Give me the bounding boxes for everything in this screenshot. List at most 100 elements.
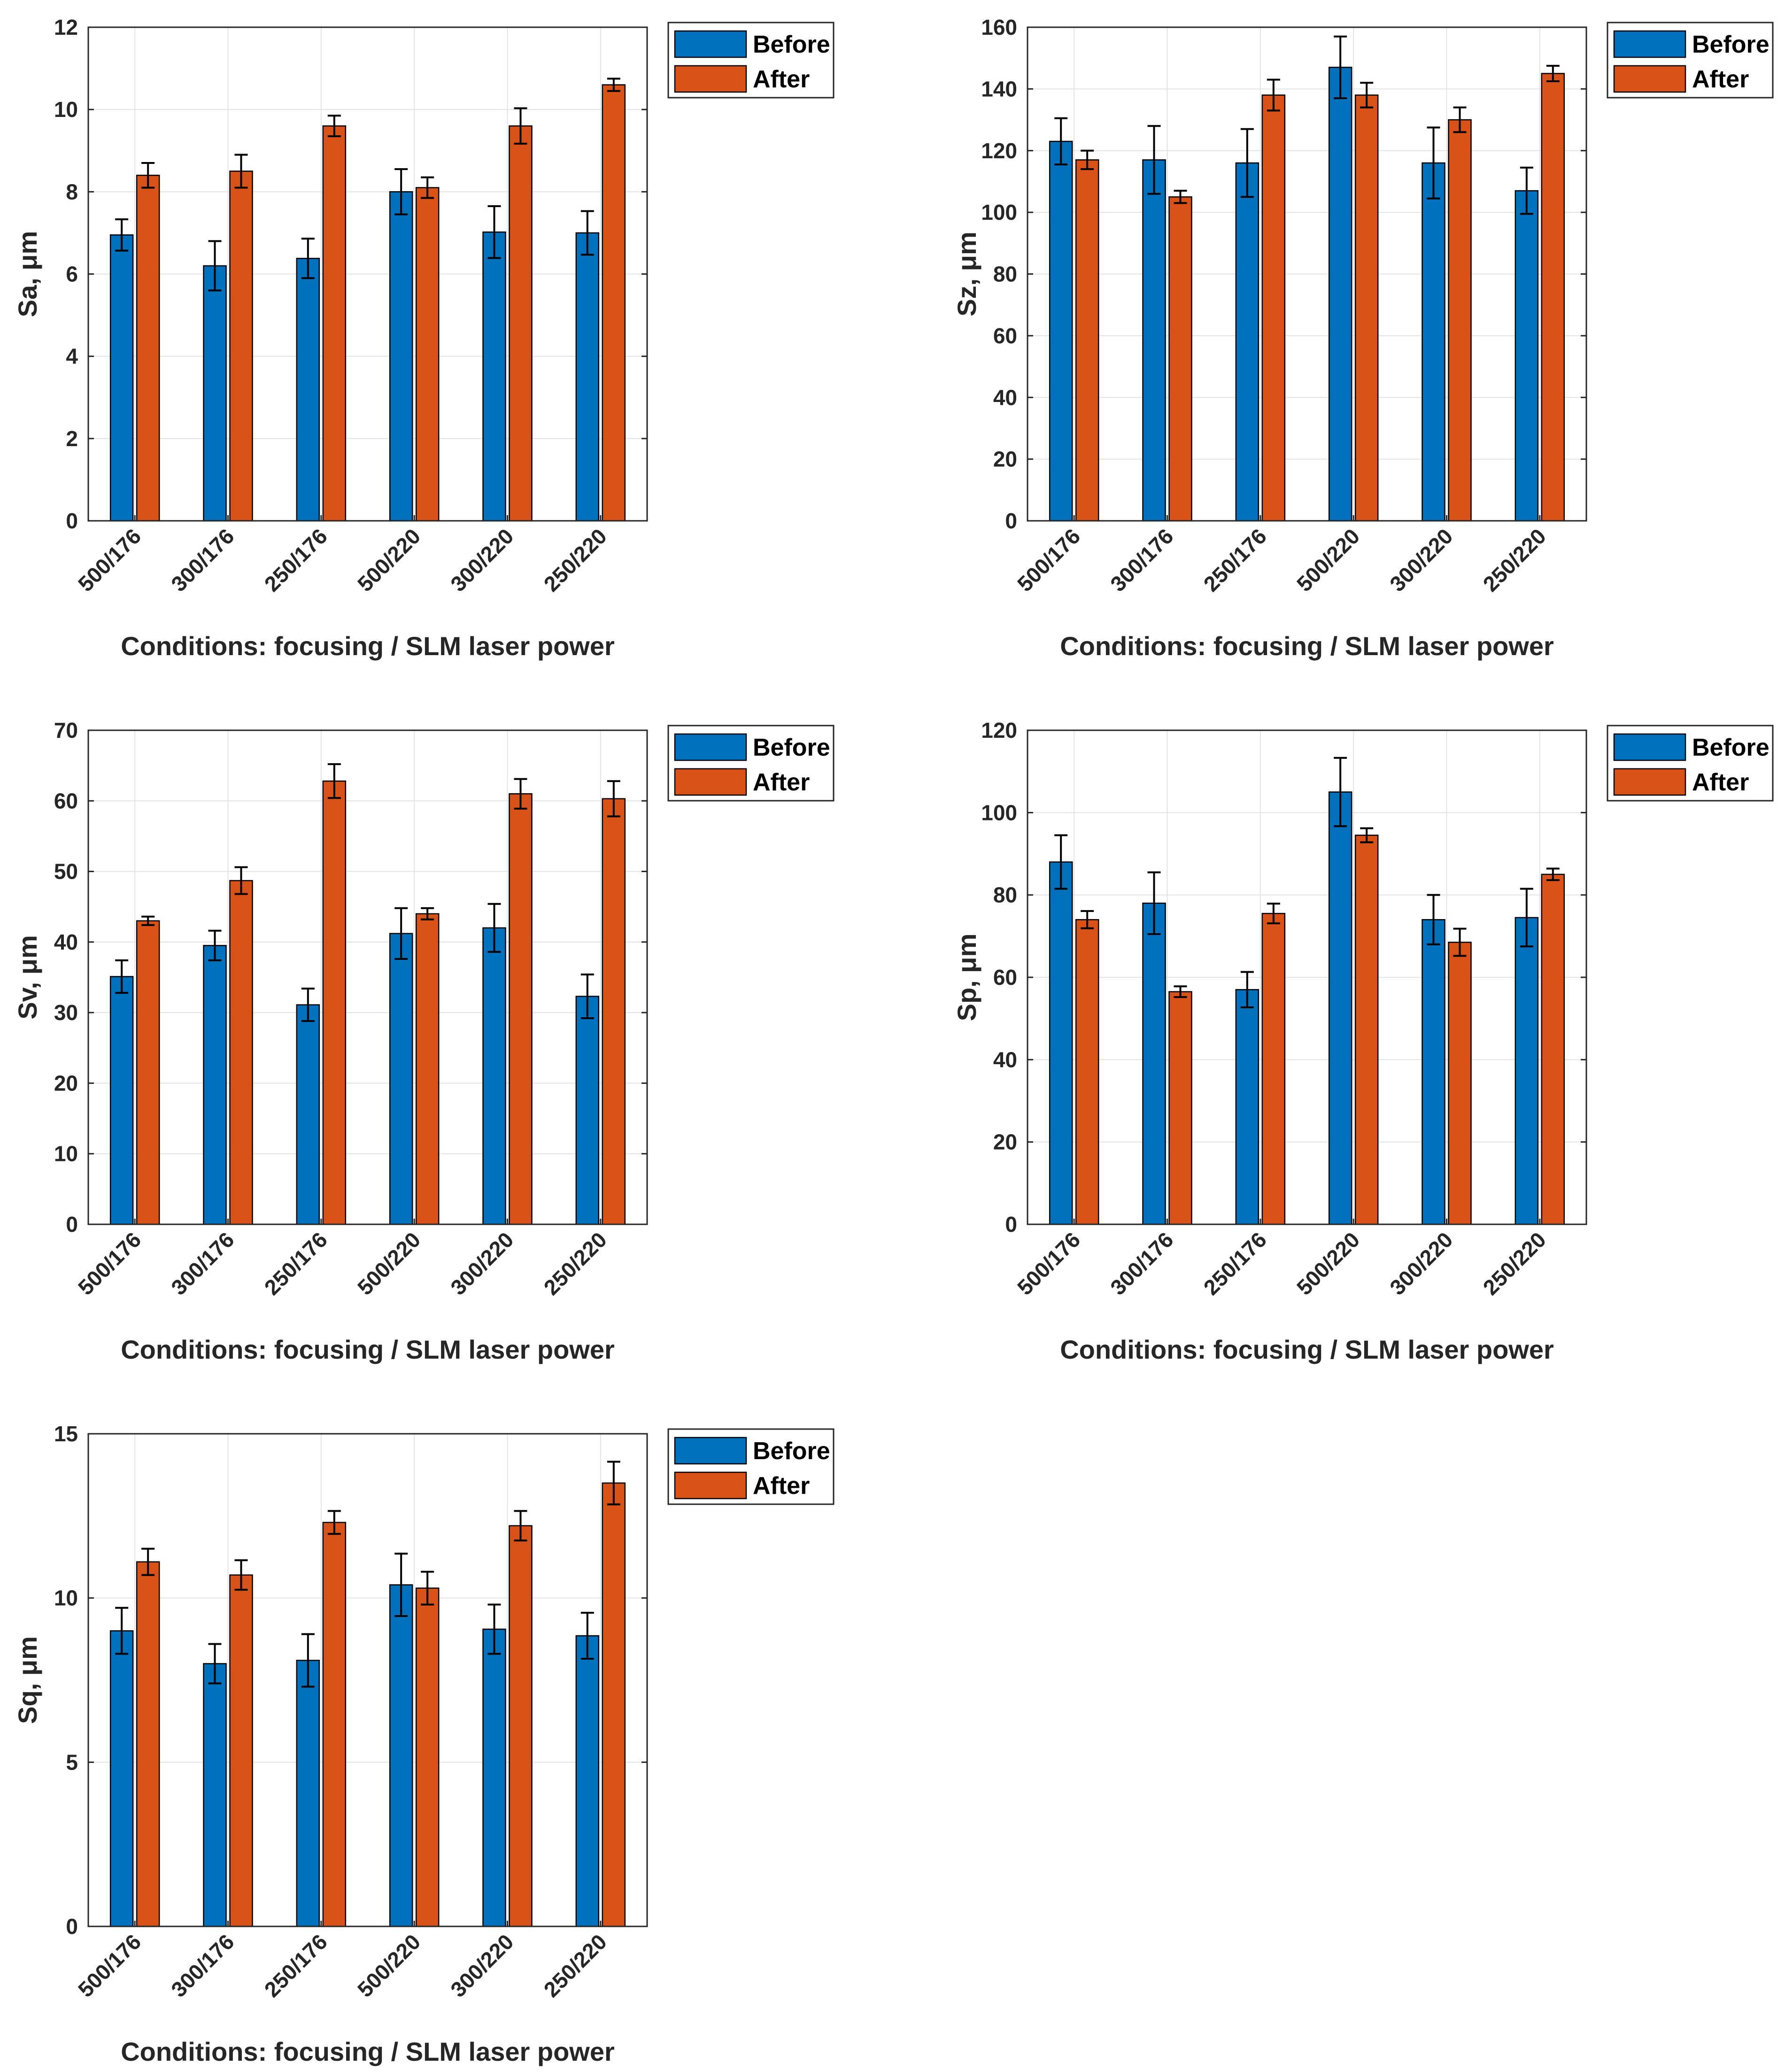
x-axis: 500/176 300/176 250/176 500/220 300/220 250/2… <box>73 1219 611 1300</box>
y-tick-label: 0 <box>66 1914 78 1939</box>
plot-area <box>88 1434 647 1926</box>
y-tick-label: 20 <box>993 447 1017 472</box>
bar-after-300/176 <box>1168 991 1192 1225</box>
bar-after-500/176 <box>136 920 160 1225</box>
bar-before-500/220 <box>1328 67 1352 522</box>
bar-after-250/220 <box>602 798 626 1225</box>
bar-before-250/220 <box>1515 190 1539 522</box>
y-tick-label: 2 <box>66 426 78 451</box>
error-bar-after-250/220 <box>607 77 620 92</box>
x-tick-label: 250/176 <box>260 524 332 596</box>
error-bar-after-300/220 <box>514 107 527 145</box>
y-tick-label: 0 <box>1005 1212 1017 1237</box>
legend-label-after: After <box>753 769 810 796</box>
legend-swatch-before <box>1613 733 1686 761</box>
legend-label-before: Before <box>1692 31 1770 58</box>
bar-after-500/220 <box>415 187 440 522</box>
y-axis-label: Sp, μm <box>952 934 981 1021</box>
error-bar-before-500/176 <box>115 218 129 252</box>
bar-after-250/220 <box>1541 73 1565 522</box>
x-tick-label: 300/220 <box>1385 1227 1457 1299</box>
bar-after-500/220 <box>415 913 440 1225</box>
bar-after-250/220 <box>602 84 626 522</box>
bar-after-500/176 <box>1075 159 1099 522</box>
y-axis: 0 20 40 60 80 100 120 <box>981 718 1586 1237</box>
legend-swatch-after <box>1613 65 1686 93</box>
y-tick-label: 40 <box>993 1047 1017 1072</box>
error-bar-after-500/220 <box>421 907 434 920</box>
error-bar-before-300/220 <box>487 205 501 259</box>
error-bar-after-500/176 <box>141 915 155 926</box>
bar-before-500/220 <box>389 191 413 522</box>
x-axis-label: Conditions: focusing / SLM laser power <box>121 1335 615 1364</box>
bar-after-300/176 <box>229 170 253 522</box>
x-axis: 500/176 300/176 250/176 500/220 300/220 250/2… <box>73 515 611 596</box>
y-tick-label: 4 <box>66 344 78 369</box>
bar-before-300/176 <box>203 945 227 1225</box>
x-tick-label: 500/176 <box>73 1227 146 1299</box>
x-axis: 500/176 300/176 250/176 500/220 300/220 250/2… <box>73 1921 611 2002</box>
legend-swatch-before <box>674 733 747 761</box>
bar-before-500/176 <box>1049 861 1073 1225</box>
legend: Before After <box>667 725 835 802</box>
y-axis-label: Sz, μm <box>952 232 981 317</box>
error-bar-before-300/220 <box>487 903 501 953</box>
x-tick-label: 500/220 <box>1292 524 1364 596</box>
error-bar-before-300/220 <box>1427 126 1440 200</box>
error-bar-before-250/220 <box>580 973 594 1020</box>
bar-after-250/176 <box>322 780 347 1225</box>
x-tick-label: 500/220 <box>353 524 425 596</box>
legend-swatch-before <box>674 30 747 58</box>
x-axis: 500/176 300/176 250/176 500/220 300/220 250/2… <box>1012 1219 1551 1300</box>
y-tick-label: 60 <box>54 789 78 813</box>
bar-before-500/176 <box>109 234 134 522</box>
y-tick-label: 80 <box>993 883 1017 907</box>
bar-before-500/176 <box>109 976 134 1225</box>
error-bar-before-300/176 <box>208 929 222 961</box>
bar-before-300/220 <box>1422 162 1445 522</box>
y-axis-label: Sv, μm <box>13 935 42 1020</box>
error-bar-before-300/220 <box>487 1603 501 1655</box>
bar-before-300/176 <box>1142 159 1166 522</box>
error-bar-before-300/176 <box>208 240 222 292</box>
legend-swatch-after <box>674 65 747 93</box>
legend-label-after: After <box>1692 769 1749 796</box>
error-bar-before-250/176 <box>301 238 315 279</box>
error-bar-before-250/176 <box>1240 128 1254 198</box>
bar-after-300/220 <box>509 1525 533 1927</box>
legend-label-after: After <box>753 1472 810 1500</box>
error-bar-before-250/176 <box>301 1633 315 1688</box>
y-tick-label: 80 <box>993 262 1017 286</box>
bar-before-500/176 <box>1049 140 1073 522</box>
y-tick-label: 120 <box>981 139 1017 163</box>
x-tick-label: 500/176 <box>1012 1227 1085 1299</box>
y-tick-label: 20 <box>54 1071 78 1095</box>
legend-label-before: Before <box>753 31 830 58</box>
bar-before-500/220 <box>1328 791 1352 1225</box>
legend-swatch-after <box>674 1471 747 1500</box>
y-tick-label: 12 <box>54 15 78 39</box>
bar-after-500/176 <box>136 175 160 522</box>
bar-before-250/220 <box>575 996 600 1225</box>
x-tick-label: 300/176 <box>166 1929 239 2002</box>
legend-swatch-before <box>1613 30 1686 58</box>
error-bar-before-300/176 <box>1147 871 1161 935</box>
bar-before-250/176 <box>296 1660 320 1927</box>
x-tick-label: 300/176 <box>166 1227 239 1299</box>
error-bar-after-300/176 <box>234 154 248 189</box>
x-tick-label: 500/176 <box>73 1929 146 2002</box>
y-tick-label: 6 <box>66 262 78 286</box>
error-bar-after-250/176 <box>327 1510 341 1535</box>
legend-swatch-after <box>1613 768 1686 796</box>
x-tick-label: 500/220 <box>353 1929 425 2002</box>
error-bar-before-250/176 <box>1240 971 1254 1008</box>
error-bar-before-500/176 <box>115 1607 129 1655</box>
bar-after-300/220 <box>1448 942 1472 1225</box>
bar-after-250/220 <box>602 1482 626 1927</box>
x-axis-label: Conditions: focusing / SLM laser power <box>1060 1335 1554 1364</box>
legend-label-after: After <box>1692 66 1749 93</box>
error-bar-before-300/220 <box>1427 894 1440 945</box>
